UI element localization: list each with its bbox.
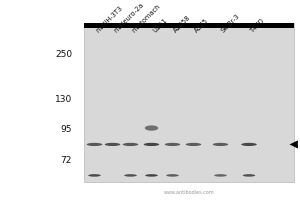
Text: U251: U251 [152, 17, 168, 34]
Ellipse shape [243, 174, 255, 177]
Text: www.antibodies.com: www.antibodies.com [164, 190, 214, 195]
Text: 130: 130 [55, 95, 72, 104]
Ellipse shape [186, 143, 201, 146]
Polygon shape [290, 140, 298, 149]
Text: 250: 250 [55, 50, 72, 59]
Text: 95: 95 [61, 125, 72, 134]
Text: 72: 72 [61, 156, 72, 165]
Ellipse shape [124, 174, 137, 177]
Bar [84, 23, 294, 28]
Text: m.NIH-3T3: m.NIH-3T3 [94, 5, 124, 34]
Ellipse shape [213, 143, 228, 146]
Ellipse shape [123, 143, 138, 146]
Ellipse shape [145, 174, 158, 177]
Text: T47D: T47D [249, 17, 266, 34]
Text: A2058: A2058 [172, 14, 192, 34]
Bar [84, 23, 294, 182]
Ellipse shape [87, 143, 102, 146]
Ellipse shape [144, 143, 159, 146]
Text: m.Neuro-2a: m.Neuro-2a [112, 2, 145, 34]
Ellipse shape [214, 174, 227, 177]
Ellipse shape [241, 143, 257, 146]
Text: A375: A375 [194, 18, 210, 34]
Ellipse shape [166, 174, 179, 177]
Text: m.stomach: m.stomach [130, 3, 161, 34]
Ellipse shape [88, 174, 101, 177]
Ellipse shape [105, 143, 120, 146]
Ellipse shape [145, 125, 158, 131]
Ellipse shape [165, 143, 180, 146]
Text: Sk-Br-3: Sk-Br-3 [220, 13, 242, 34]
